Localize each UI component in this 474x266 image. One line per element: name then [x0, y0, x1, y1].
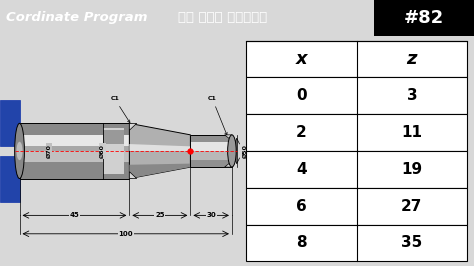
Text: 45: 45 — [70, 212, 79, 218]
Bar — [246, 225, 467, 261]
Bar — [191, 135, 232, 167]
Bar — [246, 188, 467, 225]
Bar — [102, 128, 125, 174]
Text: C1: C1 — [110, 96, 130, 123]
Polygon shape — [129, 164, 191, 178]
Text: Ø50: Ø50 — [243, 144, 248, 158]
Text: 6: 6 — [296, 199, 307, 214]
Polygon shape — [225, 135, 232, 141]
Bar — [374, 0, 474, 36]
Text: 19: 19 — [401, 162, 422, 177]
Text: Ø60: Ø60 — [100, 144, 105, 158]
Text: 25: 25 — [155, 212, 164, 218]
Bar — [19, 123, 129, 178]
Text: Cordinate Program: Cordinate Program — [6, 11, 152, 24]
Bar — [246, 77, 467, 114]
Text: 0: 0 — [296, 88, 307, 103]
Bar — [191, 142, 232, 151]
Bar — [246, 151, 467, 188]
Bar — [246, 40, 467, 77]
Bar — [19, 163, 129, 178]
Text: एक साथ सीखें: एक साथ सीखें — [178, 11, 267, 24]
Text: 3: 3 — [407, 88, 417, 103]
Polygon shape — [129, 123, 137, 130]
Ellipse shape — [15, 123, 25, 178]
Bar — [19, 123, 129, 135]
Bar — [19, 123, 129, 178]
Text: 2: 2 — [296, 125, 307, 140]
Ellipse shape — [228, 135, 236, 167]
Bar — [0, 156, 19, 202]
Bar — [19, 135, 129, 146]
Polygon shape — [129, 172, 137, 178]
Text: 8: 8 — [296, 235, 307, 251]
Text: C1: C1 — [208, 96, 227, 135]
Text: 4: 4 — [296, 162, 307, 177]
Text: x: x — [296, 50, 307, 68]
Polygon shape — [129, 123, 191, 178]
Text: 11: 11 — [401, 125, 422, 140]
Bar — [0, 100, 19, 146]
Ellipse shape — [17, 142, 23, 160]
Text: 35: 35 — [401, 235, 422, 251]
Bar — [246, 114, 467, 151]
Bar — [191, 135, 232, 142]
Text: 100: 100 — [118, 231, 133, 237]
Text: #82: #82 — [404, 9, 444, 27]
Text: Ø70: Ø70 — [46, 144, 51, 158]
Bar — [191, 135, 232, 167]
Text: 27: 27 — [401, 199, 422, 214]
Polygon shape — [129, 144, 191, 151]
Text: z: z — [407, 50, 417, 68]
Bar — [19, 151, 129, 163]
Bar — [102, 130, 125, 144]
Polygon shape — [225, 161, 232, 167]
Text: 30: 30 — [206, 212, 216, 218]
Bar — [191, 160, 232, 167]
